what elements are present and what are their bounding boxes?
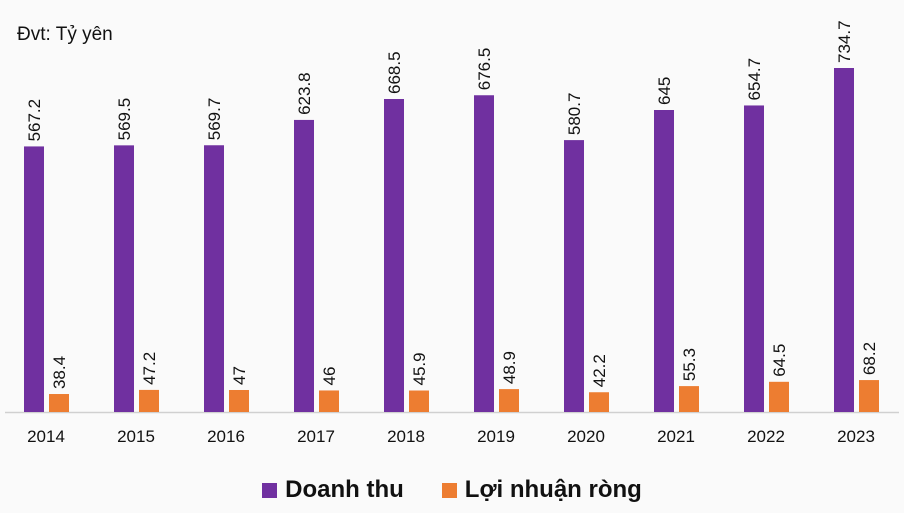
data-label: 734.7 — [835, 20, 854, 63]
data-label: 569.7 — [205, 98, 224, 141]
bar-profit-2022 — [769, 381, 789, 412]
x-tick-label: 2017 — [297, 427, 335, 446]
bar-revenue-2018 — [384, 98, 404, 412]
x-tick-label: 2023 — [837, 427, 875, 446]
data-label: 46 — [320, 367, 339, 386]
legend-label-profit: Lợi nhuận ròng — [464, 476, 642, 503]
bar-revenue-2021 — [654, 109, 674, 413]
x-tick-label: 2019 — [477, 427, 515, 446]
data-label: 567.2 — [25, 99, 44, 142]
x-tick-label: 2018 — [387, 427, 425, 446]
bar-profit-2016 — [229, 389, 249, 412]
data-label: 654.7 — [745, 58, 764, 101]
legend-item-revenue: Doanh thu — [262, 476, 404, 504]
x-tick-label: 2021 — [657, 427, 695, 446]
legend-label-revenue: Doanh thu — [285, 476, 404, 503]
data-label: 42.2 — [590, 354, 609, 387]
bar-profit-2014 — [49, 394, 69, 412]
data-label: 64.5 — [770, 344, 789, 377]
x-tick-label: 2015 — [117, 427, 155, 446]
x-tick-label: 2020 — [567, 427, 605, 446]
bar-revenue-2015 — [114, 145, 134, 412]
data-label: 580.7 — [565, 93, 584, 136]
bar-revenue-2022 — [744, 105, 764, 413]
data-label: 645 — [655, 77, 674, 105]
data-label: 38.4 — [50, 356, 69, 389]
bar-profit-2019 — [499, 389, 519, 412]
data-label: 47.2 — [140, 352, 159, 385]
bar-profit-2017 — [319, 390, 339, 412]
bar-chart: 567.2 38.4 2014 569.5 47.2 2015 569.7 47 2016 623… — [5, 20, 899, 446]
bar-profit-2021 — [679, 386, 699, 412]
bar-profit-2015 — [139, 389, 159, 412]
bar-profit-2020 — [589, 392, 609, 412]
bar-revenue-2019 — [474, 95, 494, 412]
legend-swatch-profit — [441, 482, 457, 498]
bar-revenue-2020 — [564, 140, 584, 412]
data-label: 55.3 — [680, 348, 699, 381]
data-label: 48.9 — [500, 351, 519, 384]
x-tick-label: 2014 — [27, 427, 65, 446]
legend-swatch-revenue — [262, 482, 278, 498]
bar-revenue-2016 — [204, 145, 224, 412]
data-label: 668.5 — [385, 51, 404, 94]
x-tick-label: 2016 — [207, 427, 245, 446]
bar-revenue-2017 — [294, 119, 314, 412]
data-label: 569.5 — [115, 98, 134, 141]
bar-profit-2018 — [409, 390, 429, 412]
data-label: 68.2 — [860, 342, 879, 375]
bar-profit-2023 — [859, 380, 879, 412]
data-label: 47 — [230, 366, 249, 385]
bar-revenue-2014 — [24, 146, 44, 412]
data-label: 45.9 — [410, 352, 429, 385]
unit-label: Đvt: Tỷ yên — [17, 24, 113, 45]
legend: Doanh thu Lợi nhuận ròng — [0, 476, 904, 504]
data-label: 623.8 — [295, 72, 314, 115]
data-label: 676.5 — [475, 48, 494, 91]
x-tick-label: 2022 — [747, 427, 785, 446]
bar-revenue-2023 — [834, 68, 854, 412]
legend-item-profit: Lợi nhuận ròng — [441, 476, 642, 504]
